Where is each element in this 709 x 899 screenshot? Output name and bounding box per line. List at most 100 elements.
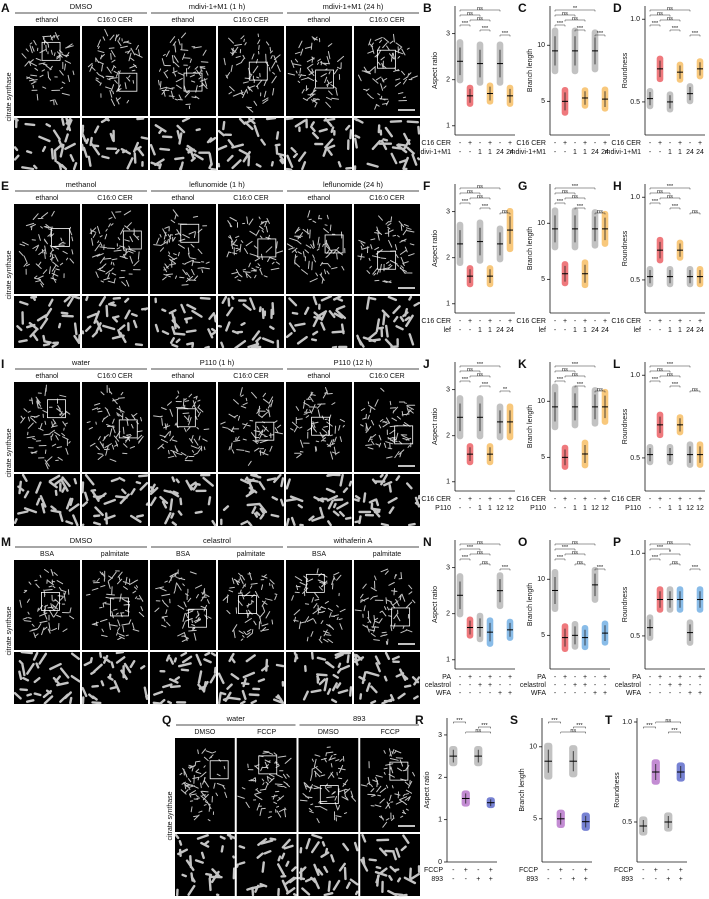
factor-label: C16 CER xyxy=(421,140,451,147)
factor-level: 1 xyxy=(678,327,682,334)
factor-label: PA xyxy=(537,674,546,681)
factor-level: + xyxy=(476,876,480,883)
significance-bracket xyxy=(554,548,576,551)
factor-level: 12 xyxy=(686,505,694,512)
significance-bracket xyxy=(649,558,661,561)
factor-level: - xyxy=(604,682,607,689)
group-label: water xyxy=(226,714,246,723)
significance-bracket xyxy=(564,19,586,22)
y-tick-label: 2 xyxy=(446,255,450,262)
factor-label: celastrol xyxy=(425,682,452,689)
significance-label: *** xyxy=(597,565,604,571)
factor-level: + xyxy=(508,140,512,147)
factor-label: C16 CER xyxy=(611,318,641,325)
significance-bracket xyxy=(594,390,606,393)
factor-level: - xyxy=(649,140,652,147)
significance-bracket xyxy=(478,726,491,729)
y-tick-label: 5 xyxy=(541,632,545,639)
factor-level: - xyxy=(649,327,652,334)
factor-level: + xyxy=(584,867,588,874)
significance-label: *** xyxy=(456,718,463,724)
significance-bracket xyxy=(649,192,671,195)
factor-level: + xyxy=(678,318,682,325)
roi-box xyxy=(110,597,129,617)
factor-level: - xyxy=(594,140,597,147)
factor-level: - xyxy=(469,682,472,689)
factor-level: + xyxy=(603,690,607,697)
condition-label: ethanol xyxy=(308,373,331,380)
y-tick-label: 0.5 xyxy=(630,455,640,462)
significance-bracket xyxy=(459,202,471,205)
mitochondria-texture xyxy=(149,473,217,527)
significance-label: ns xyxy=(657,367,663,373)
factor-label: PA xyxy=(442,674,451,681)
factor-label: celastrol xyxy=(520,682,547,689)
mitochondria-texture xyxy=(360,748,415,828)
factor-level: - xyxy=(669,496,672,503)
significance-label: *** xyxy=(672,26,679,32)
factor-level: + xyxy=(468,140,472,147)
micrograph xyxy=(236,738,297,832)
significance-label: ** xyxy=(503,387,508,393)
factor-level: - xyxy=(564,690,567,697)
factor-level: - xyxy=(689,318,692,325)
significance-bracket xyxy=(594,34,606,37)
mitochondria-texture xyxy=(235,837,297,897)
condition-label: C16:0 CER xyxy=(369,195,404,202)
factor-level: + xyxy=(603,140,607,147)
factor-level: 24 xyxy=(686,327,694,334)
significance-bracket xyxy=(554,558,566,561)
roi-box xyxy=(319,785,339,804)
stain-label: citrate synthase xyxy=(6,606,13,655)
factor-level: + xyxy=(583,682,587,689)
factor-level: - xyxy=(689,496,692,503)
roi-box xyxy=(305,573,325,593)
group-label: P110 (1 h) xyxy=(200,358,235,367)
factor-level: 1 xyxy=(478,505,482,512)
factor-level: 24 xyxy=(601,149,609,156)
significance-bracket xyxy=(459,192,481,195)
factor-level: - xyxy=(667,867,670,874)
panel-letter: C xyxy=(518,1,527,15)
factor-level: - xyxy=(564,505,567,512)
factor-level: 1 xyxy=(678,149,682,156)
mitochondria-texture xyxy=(358,33,418,110)
y-axis-label: Roundness xyxy=(622,230,629,266)
significance-label: *** xyxy=(557,21,564,27)
significance-bracket xyxy=(574,385,586,388)
factor-level: - xyxy=(649,496,652,503)
factor-level: + xyxy=(498,690,502,697)
mitochondria-texture xyxy=(153,390,210,462)
condition-label: ethanol xyxy=(172,373,195,380)
condition-label: C16:0 CER xyxy=(369,17,404,24)
significance-bracket xyxy=(554,365,596,368)
roi-box xyxy=(209,760,229,780)
factor-level: - xyxy=(560,876,563,883)
mitochondria-texture xyxy=(81,474,149,527)
significance-bracket xyxy=(459,187,501,190)
significance-label: *** xyxy=(572,184,579,190)
significance-label: ns xyxy=(572,540,578,546)
factor-level: - xyxy=(659,505,662,512)
panel-letter: F xyxy=(423,179,430,193)
significance-label: ns xyxy=(667,6,673,12)
significance-bracket xyxy=(459,558,471,561)
mitochondria-texture xyxy=(216,116,285,170)
significance-label: ns xyxy=(502,209,508,215)
y-axis-label: Branch length xyxy=(527,49,534,92)
stain-label: citrate synthase xyxy=(6,72,13,121)
mitochondria-texture xyxy=(20,384,71,470)
condition-label: ethanol xyxy=(36,373,59,380)
condition-label: BSA xyxy=(40,551,54,558)
significance-bracket xyxy=(659,553,681,556)
significance-bracket xyxy=(564,553,586,556)
factor-level: + xyxy=(678,496,682,503)
micrograph xyxy=(286,26,352,116)
factor-level: + xyxy=(508,690,512,697)
factor-level: - xyxy=(554,496,557,503)
significance-label: ns xyxy=(477,550,483,556)
significance-label: ns xyxy=(657,189,663,195)
significance-label: *** xyxy=(646,723,653,729)
mitochondria-texture xyxy=(286,210,346,284)
factor-label: C16 CER xyxy=(611,140,641,147)
